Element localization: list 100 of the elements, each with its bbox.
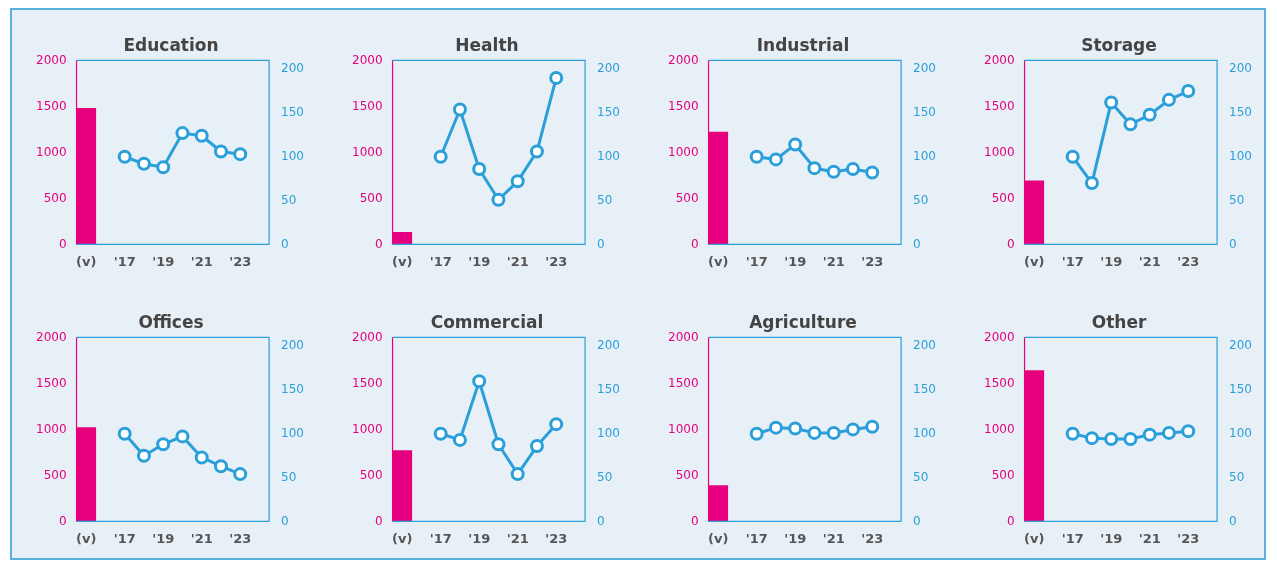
y2-tick-label: 0: [1229, 236, 1237, 251]
x-tick-label: '21: [506, 530, 529, 546]
chart-title: Agriculture: [749, 311, 857, 332]
x-tick-label: '17: [745, 253, 768, 269]
x-tick-label: (v): [75, 253, 97, 269]
x-tick-label: (v): [707, 530, 729, 546]
y-tick-label: 1000: [983, 144, 1015, 159]
point: [433, 426, 448, 441]
y2-tick-label: 200: [597, 61, 620, 76]
point: [233, 467, 248, 482]
y-tick-label: 1500: [667, 375, 699, 390]
x-tick-label: '19: [152, 253, 175, 269]
y2-tick-label: 0: [913, 513, 921, 528]
point: [826, 164, 841, 179]
y-tick-label: 2000: [983, 52, 1015, 67]
y2-tick-label: 200: [1229, 338, 1252, 353]
x-tick-label: (v): [75, 530, 97, 546]
point: [213, 459, 228, 474]
chart-title: Health: [455, 34, 519, 55]
y-tick-label: 500: [43, 467, 67, 482]
y-tick-label: 500: [991, 467, 1015, 482]
y2-tick-label: 150: [1229, 105, 1252, 120]
point: [1142, 107, 1157, 122]
y2-tick-label: 150: [913, 382, 936, 397]
chart-title: Industrial: [756, 34, 850, 55]
point: [845, 422, 860, 437]
x-tick-label: '19: [784, 253, 807, 269]
point: [452, 102, 467, 117]
point: [1084, 176, 1099, 191]
y-tick-label: 2000: [667, 329, 699, 344]
point: [1181, 84, 1196, 99]
chart-title: Commercial: [430, 311, 544, 332]
y-tick-label: 2000: [351, 329, 383, 344]
point: [175, 126, 190, 141]
x-tick-label: (v): [1023, 253, 1045, 269]
y2-tick-label: 50: [913, 192, 929, 207]
x-tick-label: '17: [1061, 253, 1084, 269]
y-tick-label: 1500: [351, 98, 383, 113]
point: [1123, 117, 1138, 132]
x-tick-label: (v): [391, 530, 413, 546]
y-tick-label: 1000: [983, 421, 1015, 436]
y-tick-label: 0: [374, 513, 383, 528]
point: [768, 420, 783, 435]
y2-tick-label: 200: [913, 338, 936, 353]
y-tick-label: 1500: [983, 375, 1015, 390]
chart-title: Other: [1091, 311, 1147, 332]
y2-tick-label: 0: [1229, 513, 1237, 528]
x-tick-label: '23: [1177, 530, 1200, 546]
point: [136, 156, 151, 171]
point: [491, 437, 506, 452]
y2-tick-label: 200: [281, 338, 304, 353]
x-tick-label: '17: [429, 253, 452, 269]
x-tick-label: '23: [229, 530, 252, 546]
y-tick-label: 0: [374, 236, 383, 251]
y2-tick-label: 200: [597, 338, 620, 353]
point: [845, 162, 860, 177]
x-tick-label: (v): [707, 253, 729, 269]
x-tick-label: '17: [113, 530, 136, 546]
point: [136, 448, 151, 463]
y2-tick-label: 50: [597, 469, 613, 484]
point: [788, 421, 803, 436]
chart-title: Education: [123, 34, 219, 55]
x-tick-label: '23: [545, 253, 568, 269]
x-tick-label: '19: [468, 253, 491, 269]
point: [175, 429, 190, 444]
point: [194, 128, 209, 143]
x-tick-label: '21: [190, 530, 213, 546]
y-tick-label: 2000: [35, 329, 67, 344]
y-tick-label: 1000: [351, 144, 383, 159]
y2-tick-label: 200: [281, 61, 304, 76]
x-tick-label: '17: [745, 530, 768, 546]
point: [749, 149, 764, 164]
y2-tick-label: 50: [281, 192, 297, 207]
y-tick-label: 500: [359, 190, 383, 205]
point: [865, 165, 880, 180]
x-tick-label: '19: [784, 530, 807, 546]
y-tick-label: 2000: [351, 52, 383, 67]
y-tick-label: 1500: [667, 98, 699, 113]
point: [117, 149, 132, 164]
x-tick-label: '19: [152, 530, 175, 546]
y2-tick-label: 150: [281, 105, 304, 120]
point: [826, 425, 841, 440]
x-tick-label: '21: [822, 253, 845, 269]
y2-tick-label: 100: [281, 148, 304, 163]
point: [1161, 92, 1176, 107]
point: [865, 419, 880, 434]
y2-tick-label: 100: [1229, 425, 1252, 440]
y-tick-label: 1500: [983, 98, 1015, 113]
y2-tick-label: 100: [597, 148, 620, 163]
y-tick-label: 500: [675, 467, 699, 482]
point: [1104, 95, 1119, 110]
y-tick-label: 1500: [35, 98, 67, 113]
y2-tick-label: 0: [913, 236, 921, 251]
point: [156, 160, 171, 175]
y-tick-label: 500: [991, 190, 1015, 205]
y-tick-label: 500: [675, 190, 699, 205]
y2-tick-label: 50: [913, 469, 929, 484]
y2-tick-label: 150: [1229, 382, 1252, 397]
point: [788, 137, 803, 152]
y2-tick-label: 50: [1229, 469, 1245, 484]
